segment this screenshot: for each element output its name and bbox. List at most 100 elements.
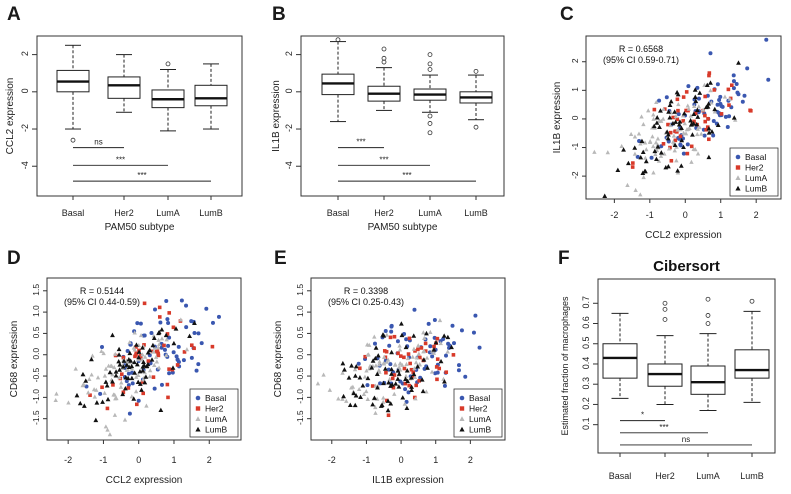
data-point-basal (731, 79, 736, 84)
x-tick-label: LumA (156, 208, 180, 218)
outlier-point (165, 61, 171, 67)
legend-marker-her2 (195, 406, 201, 411)
data-point-lumb (692, 94, 698, 99)
data-point-lumb (357, 375, 363, 380)
data-point-basal (404, 399, 409, 404)
data-point-luma (384, 332, 390, 337)
data-point-basal (404, 337, 409, 342)
x-tick-label: 1 (718, 210, 723, 220)
y-tick-label: -1.0 (31, 389, 41, 404)
legend-marker-basal (459, 395, 465, 401)
data-point-lumb (708, 80, 713, 85)
data-point-luma (99, 348, 104, 354)
data-point-luma (625, 182, 630, 187)
data-point-her2 (126, 386, 131, 390)
data-point-her2 (139, 356, 143, 361)
data-point-her2 (407, 336, 412, 341)
data-point-lumb (381, 333, 387, 338)
data-point-lumb (116, 346, 122, 352)
data-point-her2 (167, 367, 171, 371)
data-point-luma (107, 432, 113, 437)
plot-frame (46, 277, 242, 441)
data-point-luma (647, 139, 653, 145)
data-point-lumb (381, 380, 386, 386)
data-point-luma (709, 100, 714, 105)
data-point-luma (416, 343, 421, 348)
data-point-luma (140, 352, 145, 357)
data-point-lumb (103, 379, 109, 384)
data-point-her2 (175, 363, 180, 367)
data-point-luma (106, 363, 111, 368)
x-tick-label: 1 (171, 455, 176, 465)
data-point-basal (174, 354, 179, 359)
y-tick-label: 0.7 (581, 296, 591, 309)
data-point-basal (711, 133, 716, 138)
y-tick-label: 0 (570, 115, 580, 120)
data-point-basal (130, 381, 135, 386)
data-point-her2 (363, 354, 367, 359)
data-point-basal (99, 344, 104, 349)
data-point-luma (132, 330, 137, 335)
data-point-basal (98, 391, 103, 396)
data-point-her2 (162, 343, 166, 348)
data-point-her2 (140, 380, 145, 384)
data-point-luma (157, 341, 162, 346)
data-point-basal (695, 85, 700, 90)
data-point-her2 (182, 350, 187, 354)
data-point-basal (463, 374, 468, 379)
data-point-luma (424, 355, 430, 360)
data-point-luma (660, 116, 666, 121)
data-point-luma (644, 147, 649, 152)
data-point-lumb (666, 109, 671, 114)
data-point-lumb (149, 357, 155, 362)
data-point-lumb (116, 359, 122, 364)
outlier-point (335, 37, 341, 43)
data-point-basal (383, 329, 388, 334)
data-point-lumb (449, 344, 454, 350)
data-point-luma (632, 134, 638, 139)
data-point-basal (471, 330, 476, 335)
box-basal (602, 343, 638, 379)
data-point-luma (638, 192, 643, 197)
data-point-her2 (151, 375, 156, 379)
x-tick-label: LumA (418, 208, 442, 218)
data-point-lumb (672, 142, 678, 147)
data-point-luma (688, 113, 694, 118)
x-tick-label: Her2 (114, 208, 134, 218)
data-point-basal (717, 97, 722, 102)
data-point-lumb (615, 167, 621, 173)
data-point-lumb (642, 168, 648, 174)
data-point-luma (673, 113, 679, 119)
data-point-her2 (392, 373, 397, 377)
x-tick-label: -1 (646, 210, 654, 220)
data-point-luma (655, 136, 661, 141)
data-point-her2 (652, 107, 657, 112)
data-point-lumb (127, 350, 133, 356)
data-point-luma (654, 99, 659, 105)
data-point-her2 (386, 413, 391, 418)
data-point-luma (404, 361, 409, 367)
data-point-her2 (141, 391, 146, 396)
panel-label-d: D (7, 248, 21, 269)
data-point-luma (683, 131, 689, 136)
data-point-luma (112, 364, 117, 370)
data-point-basal (138, 321, 143, 326)
panel-d: D -2 -1 0 1 2 -1.5 -1.0 -0.5 0.0 0.5 1.0 1.5 CCL2 ex… (0, 245, 263, 489)
data-point-luma (156, 365, 162, 370)
data-point-luma (438, 340, 443, 346)
data-point-luma (122, 417, 128, 422)
data-point-basal (433, 371, 438, 376)
data-point-basal (403, 387, 408, 392)
data-point-basal (676, 112, 681, 117)
data-point-luma (118, 384, 124, 389)
data-point-lumb (89, 356, 94, 362)
data-point-her2 (165, 332, 170, 336)
data-point-lumb (441, 333, 447, 338)
box-luma (690, 365, 726, 395)
plot-frame (310, 277, 506, 441)
data-point-basal (395, 339, 400, 344)
data-point-lumb (150, 342, 156, 348)
data-point-her2 (435, 357, 440, 361)
correlation-ci: (95% CI 0.25-0.43) (328, 297, 404, 307)
data-point-her2 (435, 377, 439, 382)
